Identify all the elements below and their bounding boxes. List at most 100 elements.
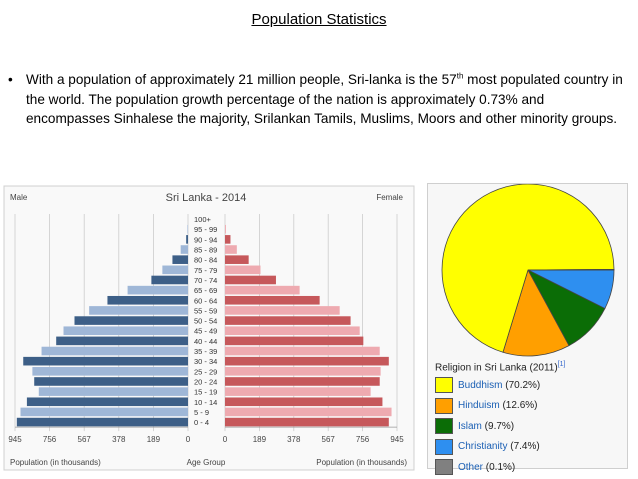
age-group-label: 60 - 64 (194, 296, 217, 305)
legend-swatch (435, 397, 453, 414)
bullet-paragraph: • With a population of approximately 21 … (8, 70, 628, 129)
age-group-label: 75 - 79 (194, 266, 217, 275)
legend-percent: (0.1%) (483, 461, 516, 473)
legend-label: Hinduism (12.6%) (458, 400, 537, 411)
legend-item-islam: Islam (9.7%) (435, 417, 540, 435)
x-axis-label-left: Population (in thousands) (10, 458, 101, 467)
religion-caption-ref-link[interactable]: [1] (557, 361, 566, 368)
legend-label: Other (0.1%) (458, 462, 515, 473)
bullet-text-after: most populated country in the world. The… (26, 72, 623, 126)
x-tick-label: 189 (253, 435, 267, 444)
male-bar (41, 346, 188, 356)
religion-legend: Buddhism (70.2%) Hinduism (12.6%) Islam (9… (435, 376, 540, 479)
male-bar (34, 377, 188, 386)
male-bar (74, 316, 188, 325)
legend-link-christianity[interactable]: Christianity (458, 441, 508, 452)
male-bar (63, 326, 188, 336)
legend-label: Buddhism (70.2%) (458, 380, 540, 391)
age-group-label: 80 - 84 (194, 256, 217, 265)
female-bar (225, 377, 380, 386)
legend-label: Christianity (7.4%) (458, 441, 540, 452)
female-bar (225, 245, 237, 254)
legend-item-other: Other (0.1%) (435, 458, 540, 476)
x-axis-label-right: Population (in thousands) (316, 458, 407, 467)
x-tick-label: 0 (223, 435, 228, 444)
legend-swatch (435, 418, 453, 434)
female-bar (225, 356, 389, 366)
x-tick-label: 567 (322, 435, 336, 444)
female-bar (225, 417, 389, 427)
age-group-label: 25 - 29 (194, 367, 217, 376)
male-bar (16, 417, 188, 427)
religion-pie-chart (441, 184, 615, 357)
pie-slice-buddhism (441, 184, 615, 353)
bullet-text: With a population of approximately 21 mi… (26, 70, 628, 129)
religion-panel: Religion in Sri Lanka (2011)[1] Buddhism… (427, 183, 628, 475)
x-tick-label: 756 (356, 435, 370, 444)
legend-percent: (70.2%) (502, 379, 541, 391)
male-bar (172, 255, 188, 264)
female-bar (225, 224, 226, 234)
age-group-label: 65 - 69 (194, 286, 217, 295)
female-bar (225, 387, 371, 396)
x-tick-label: 0 (186, 435, 191, 444)
legend-percent: (9.7%) (481, 420, 515, 432)
age-group-label: 90 - 94 (194, 235, 217, 244)
bullet-text-before: With a population of approximately 21 mi… (26, 72, 457, 87)
x-tick-label: 945 (390, 435, 404, 444)
legend-item-hinduism: Hinduism (12.6%) (435, 397, 540, 415)
male-bar (187, 224, 188, 234)
male-bar (127, 285, 188, 295)
female-bar (225, 265, 261, 275)
male-bar (26, 397, 188, 407)
female-bar (225, 306, 340, 315)
male-bar (151, 275, 188, 285)
female-bar (225, 285, 300, 295)
age-group-label: 0 - 4 (194, 418, 209, 427)
x-tick-label: 567 (78, 435, 92, 444)
legend-swatch (435, 377, 453, 393)
male-bar (180, 245, 188, 254)
male-bar (56, 336, 188, 346)
age-group-label: 95 - 99 (194, 225, 217, 234)
male-label: Male (10, 193, 28, 202)
age-group-label: 50 - 54 (194, 317, 217, 326)
female-bar (225, 235, 231, 244)
legend-item-buddhism: Buddhism (70.2%) (435, 376, 540, 394)
female-bar (225, 397, 383, 407)
pyramid-bars (16, 224, 392, 427)
x-tick-label: 378 (112, 435, 126, 444)
age-group-label: 20 - 24 (194, 377, 217, 386)
bullet-symbol: • (8, 72, 13, 87)
legend-link-other[interactable]: Other (458, 461, 484, 473)
male-bar (38, 387, 188, 396)
x-tick-label: 378 (287, 435, 301, 444)
male-bar (186, 235, 188, 244)
slide-title: Population Statistics (251, 11, 387, 28)
legend-link-buddhism[interactable]: Buddhism (458, 379, 503, 391)
female-bar (225, 275, 276, 285)
male-bar (162, 265, 188, 275)
x-tick-label: 189 (147, 435, 161, 444)
legend-percent: (12.6%) (499, 400, 538, 411)
female-bar (225, 407, 392, 417)
x-axis-label-center: Age Group (187, 458, 226, 467)
x-tick-label: 756 (43, 435, 57, 444)
female-bar (225, 316, 351, 325)
male-bar (20, 407, 188, 417)
religion-caption: Religion in Sri Lanka (2011)[1] (435, 361, 565, 373)
female-bar (225, 295, 320, 305)
age-group-label: 40 - 44 (194, 337, 217, 346)
legend-link-islam[interactable]: Islam (458, 420, 482, 432)
legend-link-hinduism[interactable]: Hinduism (458, 400, 500, 411)
pyramid-x-ticks: 945 945 756 756 567 567 378 378 189 189 0 0 (8, 435, 404, 444)
population-pyramid-chart: Male Sri Lanka - 2014 Female 100+95 - 99… (3, 185, 415, 471)
age-group-label: 35 - 39 (194, 347, 217, 356)
pie-slice-other (527, 269, 615, 271)
x-tick-label: 945 (8, 435, 22, 444)
female-bar (225, 367, 381, 376)
age-group-label: 10 - 14 (194, 398, 217, 407)
pyramid-title: Sri Lanka - 2014 (166, 192, 247, 204)
age-group-label: 45 - 49 (194, 327, 217, 336)
age-group-label: 30 - 34 (194, 357, 217, 366)
